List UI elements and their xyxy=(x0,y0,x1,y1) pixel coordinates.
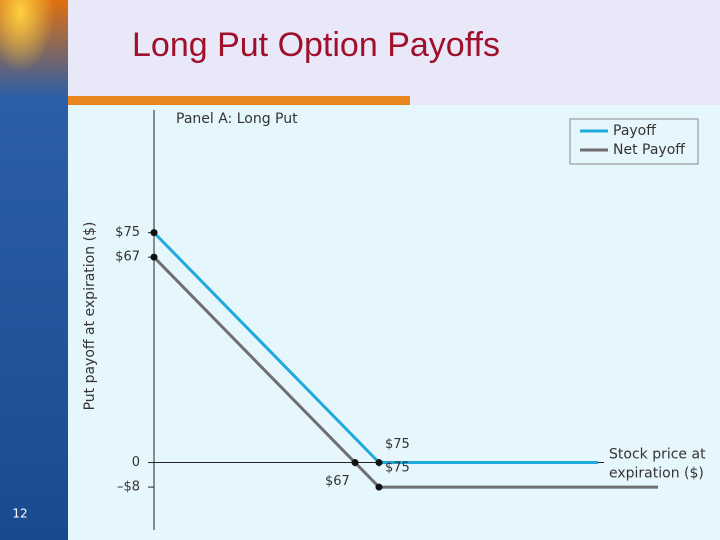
legend: Payoff Net Payoff xyxy=(569,118,699,165)
point xyxy=(150,229,158,237)
slide-number: 12 xyxy=(12,507,27,521)
point xyxy=(375,459,383,467)
annotation: $75 xyxy=(385,461,410,476)
point xyxy=(150,253,158,261)
chart-title: Panel A: Long Put xyxy=(176,111,298,127)
x-tick-label: $67 xyxy=(325,474,350,489)
x-axis-label: expiration ($) xyxy=(609,466,704,482)
chart-area xyxy=(68,105,720,540)
title-band xyxy=(68,96,410,105)
series-line xyxy=(152,256,658,489)
x-tick-label: $75 xyxy=(385,437,410,452)
legend-box xyxy=(569,118,699,165)
legend-label: Payoff xyxy=(613,123,656,139)
side-glow xyxy=(0,0,68,120)
y-tick-label: $67 xyxy=(115,250,140,265)
slide-title: Long Put Option Payoffs xyxy=(132,26,500,64)
x-axis-label: Stock price at xyxy=(609,447,706,463)
point xyxy=(375,483,383,491)
y-axis-label: Put payoff at expiration ($) xyxy=(82,222,98,411)
point xyxy=(351,459,359,467)
y-tick-label: $75 xyxy=(115,225,140,240)
y-tick-label: 0 xyxy=(132,455,140,470)
legend-label: Net Payoff xyxy=(613,142,685,158)
y-tick-label: –$8 xyxy=(117,480,140,495)
